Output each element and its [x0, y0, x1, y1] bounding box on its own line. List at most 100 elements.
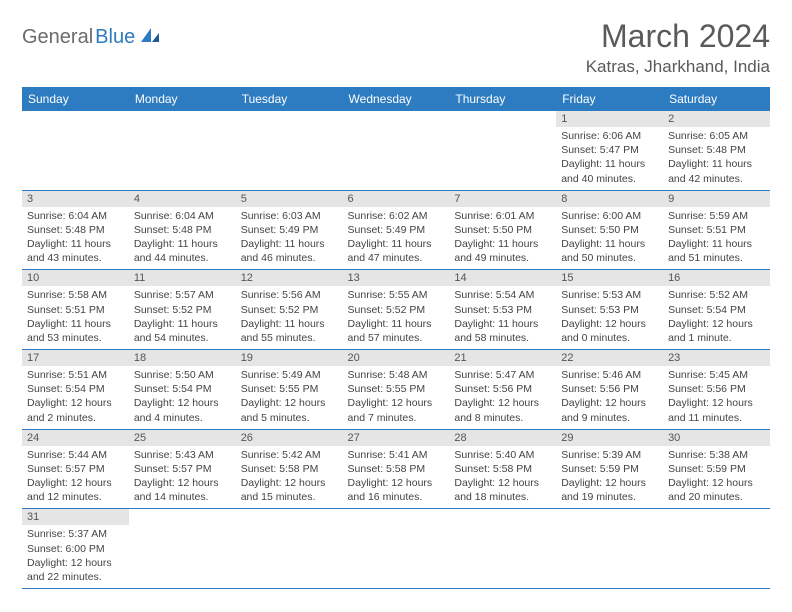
day-body: Sunrise: 6:02 AMSunset: 5:49 PMDaylight:… — [343, 207, 450, 270]
day-number: 27 — [343, 430, 450, 446]
sunrise-text: Sunrise: 5:42 AM — [241, 448, 338, 462]
day-body: Sunrise: 5:49 AMSunset: 5:55 PMDaylight:… — [236, 366, 343, 429]
daylight-text: Daylight: 12 hours and 12 minutes. — [27, 476, 124, 504]
sunset-text: Sunset: 5:47 PM — [561, 143, 658, 157]
day-body: Sunrise: 5:39 AMSunset: 5:59 PMDaylight:… — [556, 446, 663, 509]
logo-text-blue: Blue — [95, 26, 135, 49]
sunrise-text: Sunrise: 5:57 AM — [134, 288, 231, 302]
daylight-text: Daylight: 12 hours and 16 minutes. — [348, 476, 445, 504]
day-body: Sunrise: 6:00 AMSunset: 5:50 PMDaylight:… — [556, 207, 663, 270]
day-body: Sunrise: 6:05 AMSunset: 5:48 PMDaylight:… — [663, 127, 770, 190]
calendar-cell: 25Sunrise: 5:43 AMSunset: 5:57 PMDayligh… — [129, 429, 236, 509]
calendar-cell — [663, 509, 770, 589]
day-number: 9 — [663, 191, 770, 207]
calendar-cell: 21Sunrise: 5:47 AMSunset: 5:56 PMDayligh… — [449, 350, 556, 430]
sunrise-text: Sunrise: 5:51 AM — [27, 368, 124, 382]
sunset-text: Sunset: 5:55 PM — [241, 382, 338, 396]
location-text: Katras, Jharkhand, India — [586, 57, 770, 77]
day-number: 30 — [663, 430, 770, 446]
day-number: 8 — [556, 191, 663, 207]
calendar-cell: 28Sunrise: 5:40 AMSunset: 5:58 PMDayligh… — [449, 429, 556, 509]
calendar-cell: 22Sunrise: 5:46 AMSunset: 5:56 PMDayligh… — [556, 350, 663, 430]
calendar-cell: 29Sunrise: 5:39 AMSunset: 5:59 PMDayligh… — [556, 429, 663, 509]
daylight-text: Daylight: 12 hours and 2 minutes. — [27, 396, 124, 424]
sunrise-text: Sunrise: 5:45 AM — [668, 368, 765, 382]
calendar-table: SundayMondayTuesdayWednesdayThursdayFrid… — [22, 87, 770, 589]
sunrise-text: Sunrise: 5:58 AM — [27, 288, 124, 302]
daylight-text: Daylight: 11 hours and 40 minutes. — [561, 157, 658, 185]
day-body: Sunrise: 5:56 AMSunset: 5:52 PMDaylight:… — [236, 286, 343, 349]
sunrise-text: Sunrise: 5:50 AM — [134, 368, 231, 382]
daylight-text: Daylight: 11 hours and 47 minutes. — [348, 237, 445, 265]
sunset-text: Sunset: 5:52 PM — [134, 303, 231, 317]
daylight-text: Daylight: 11 hours and 51 minutes. — [668, 237, 765, 265]
day-body: Sunrise: 6:04 AMSunset: 5:48 PMDaylight:… — [129, 207, 236, 270]
daylight-text: Daylight: 11 hours and 42 minutes. — [668, 157, 765, 185]
day-body: Sunrise: 5:55 AMSunset: 5:52 PMDaylight:… — [343, 286, 450, 349]
sunrise-text: Sunrise: 6:05 AM — [668, 129, 765, 143]
day-number: 10 — [22, 270, 129, 286]
day-number: 16 — [663, 270, 770, 286]
sunset-text: Sunset: 5:59 PM — [668, 462, 765, 476]
calendar-header-row: SundayMondayTuesdayWednesdayThursdayFrid… — [22, 87, 770, 111]
sunrise-text: Sunrise: 5:59 AM — [668, 209, 765, 223]
day-body: Sunrise: 5:57 AMSunset: 5:52 PMDaylight:… — [129, 286, 236, 349]
sunset-text: Sunset: 5:58 PM — [454, 462, 551, 476]
weekday-header: Tuesday — [236, 87, 343, 111]
day-number: 2 — [663, 111, 770, 127]
weekday-header: Thursday — [449, 87, 556, 111]
day-body: Sunrise: 5:48 AMSunset: 5:55 PMDaylight:… — [343, 366, 450, 429]
daylight-text: Daylight: 11 hours and 53 minutes. — [27, 317, 124, 345]
calendar-cell: 8Sunrise: 6:00 AMSunset: 5:50 PMDaylight… — [556, 190, 663, 270]
day-number: 28 — [449, 430, 556, 446]
weekday-header: Sunday — [22, 87, 129, 111]
daylight-text: Daylight: 12 hours and 9 minutes. — [561, 396, 658, 424]
calendar-cell — [449, 111, 556, 190]
day-number: 6 — [343, 191, 450, 207]
sunset-text: Sunset: 5:51 PM — [668, 223, 765, 237]
calendar-week-row: 31Sunrise: 5:37 AMSunset: 6:00 PMDayligh… — [22, 509, 770, 589]
weekday-header: Saturday — [663, 87, 770, 111]
sunset-text: Sunset: 5:56 PM — [561, 382, 658, 396]
sunrise-text: Sunrise: 5:40 AM — [454, 448, 551, 462]
day-body: Sunrise: 5:46 AMSunset: 5:56 PMDaylight:… — [556, 366, 663, 429]
day-body: Sunrise: 5:58 AMSunset: 5:51 PMDaylight:… — [22, 286, 129, 349]
calendar-week-row: 3Sunrise: 6:04 AMSunset: 5:48 PMDaylight… — [22, 190, 770, 270]
calendar-cell: 23Sunrise: 5:45 AMSunset: 5:56 PMDayligh… — [663, 350, 770, 430]
sunset-text: Sunset: 6:00 PM — [27, 542, 124, 556]
sunset-text: Sunset: 5:56 PM — [454, 382, 551, 396]
calendar-cell: 13Sunrise: 5:55 AMSunset: 5:52 PMDayligh… — [343, 270, 450, 350]
sunrise-text: Sunrise: 5:53 AM — [561, 288, 658, 302]
logo-text-general: General — [22, 26, 93, 49]
sunrise-text: Sunrise: 5:52 AM — [668, 288, 765, 302]
calendar-cell: 24Sunrise: 5:44 AMSunset: 5:57 PMDayligh… — [22, 429, 129, 509]
day-body: Sunrise: 6:04 AMSunset: 5:48 PMDaylight:… — [22, 207, 129, 270]
day-number: 24 — [22, 430, 129, 446]
sail-icon — [139, 26, 161, 49]
calendar-cell — [129, 509, 236, 589]
day-number: 25 — [129, 430, 236, 446]
calendar-cell: 27Sunrise: 5:41 AMSunset: 5:58 PMDayligh… — [343, 429, 450, 509]
day-body: Sunrise: 5:37 AMSunset: 6:00 PMDaylight:… — [22, 525, 129, 588]
daylight-text: Daylight: 12 hours and 5 minutes. — [241, 396, 338, 424]
calendar-cell: 5Sunrise: 6:03 AMSunset: 5:49 PMDaylight… — [236, 190, 343, 270]
day-body: Sunrise: 5:42 AMSunset: 5:58 PMDaylight:… — [236, 446, 343, 509]
calendar-cell: 30Sunrise: 5:38 AMSunset: 5:59 PMDayligh… — [663, 429, 770, 509]
daylight-text: Daylight: 11 hours and 46 minutes. — [241, 237, 338, 265]
calendar-cell: 2Sunrise: 6:05 AMSunset: 5:48 PMDaylight… — [663, 111, 770, 190]
sunset-text: Sunset: 5:54 PM — [27, 382, 124, 396]
day-number: 20 — [343, 350, 450, 366]
calendar-week-row: 10Sunrise: 5:58 AMSunset: 5:51 PMDayligh… — [22, 270, 770, 350]
daylight-text: Daylight: 12 hours and 22 minutes. — [27, 556, 124, 584]
daylight-text: Daylight: 12 hours and 4 minutes. — [134, 396, 231, 424]
sunrise-text: Sunrise: 5:39 AM — [561, 448, 658, 462]
sunset-text: Sunset: 5:57 PM — [134, 462, 231, 476]
day-number: 11 — [129, 270, 236, 286]
sunset-text: Sunset: 5:50 PM — [561, 223, 658, 237]
day-number: 3 — [22, 191, 129, 207]
sunrise-text: Sunrise: 6:04 AM — [27, 209, 124, 223]
sunset-text: Sunset: 5:56 PM — [668, 382, 765, 396]
calendar-cell: 12Sunrise: 5:56 AMSunset: 5:52 PMDayligh… — [236, 270, 343, 350]
day-number: 1 — [556, 111, 663, 127]
sunrise-text: Sunrise: 5:49 AM — [241, 368, 338, 382]
